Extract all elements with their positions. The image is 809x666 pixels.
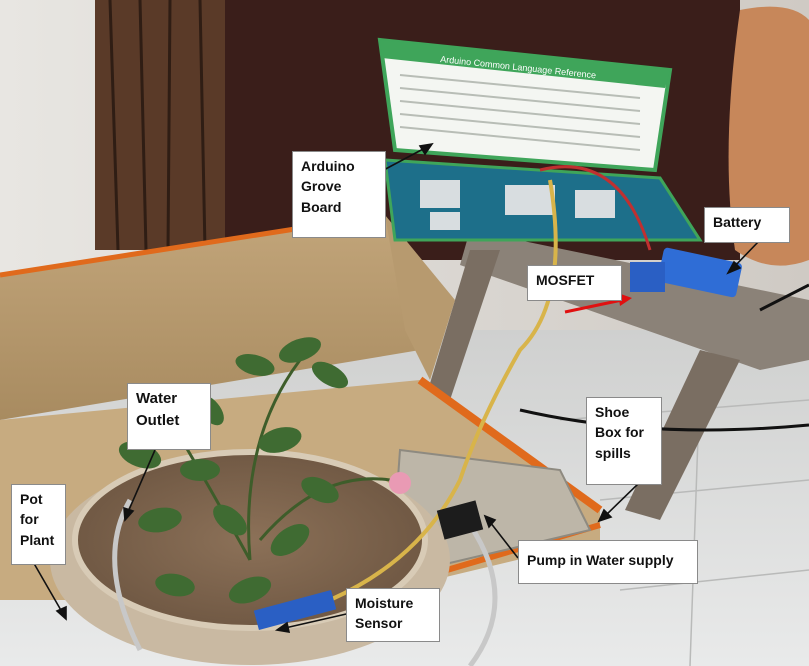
label-line: Plant: [20, 531, 55, 548]
label-battery: Battery: [704, 207, 790, 243]
pump-arrow-head: [483, 514, 497, 529]
shoe-box-arrow: [604, 481, 641, 517]
battery-arrow: [732, 239, 761, 269]
moisture-arrow-head: [274, 621, 291, 633]
label-line: Board: [301, 198, 342, 215]
moisture-sensor: [253, 589, 337, 631]
label-moisture-sensor: Moisture Sensor: [346, 588, 440, 642]
label-line: spills: [595, 444, 631, 461]
label-line: Sensor: [355, 615, 403, 632]
water-tube: [112, 498, 498, 666]
label-shoe-box: Shoe Box for spills: [586, 397, 662, 485]
clay-pot-background: [728, 6, 809, 266]
annotation-arrows: [31, 142, 761, 633]
label-pump-in-water-supply: Pump in Water supply: [518, 540, 698, 584]
kit-text-lines: [399, 74, 641, 151]
label-line: Arduino: [301, 158, 355, 174]
label-arduino-grove-board: Arduino Grove Board: [292, 151, 386, 238]
kit-box-header: [380, 40, 670, 88]
label-line: Grove: [301, 178, 342, 195]
cardboard-box-lid: [0, 215, 420, 420]
shoe-box-arrow-head: [597, 508, 613, 523]
plant-leaves: [118, 337, 349, 604]
pump: [436, 500, 484, 540]
label-line: Pot: [20, 491, 43, 507]
rose-flower: [389, 472, 411, 494]
pot-arrow: [31, 559, 63, 613]
stool-leg-left: [425, 250, 500, 400]
label-water-outlet: Water Outlet: [127, 383, 211, 450]
label-line: Shoe: [595, 404, 630, 420]
pump-arrow: [489, 521, 519, 559]
label-line: Moisture: [355, 595, 414, 611]
label-line: Outlet: [136, 411, 180, 429]
label-line: for: [20, 511, 39, 528]
battery-arrow-head: [726, 260, 742, 275]
label-line: MOSFET: [536, 272, 595, 288]
water-outlet-arrow: [127, 449, 156, 513]
mosfet-module: [630, 262, 665, 292]
label-mosfet: MOSFET: [527, 265, 622, 301]
cardboard-flap: [385, 215, 455, 380]
red-wire: [539, 165, 652, 251]
battery: [657, 247, 742, 298]
arduino-arrow-head: [418, 142, 434, 156]
label-line: Water: [136, 390, 178, 407]
moisture-arrow: [284, 611, 356, 629]
mosfet-arrow: [564, 298, 623, 314]
door-frame-texture: [108, 0, 207, 251]
label-line: Pump in Water supply: [527, 552, 674, 568]
water-outlet-arrow-head: [123, 506, 135, 522]
grove-modules: [420, 180, 615, 230]
label-line: Box for: [595, 424, 644, 441]
label-line: Battery: [713, 214, 762, 230]
label-pot-for-plant: Pot for Plant: [11, 484, 66, 565]
pot-arrow-head: [55, 605, 67, 621]
